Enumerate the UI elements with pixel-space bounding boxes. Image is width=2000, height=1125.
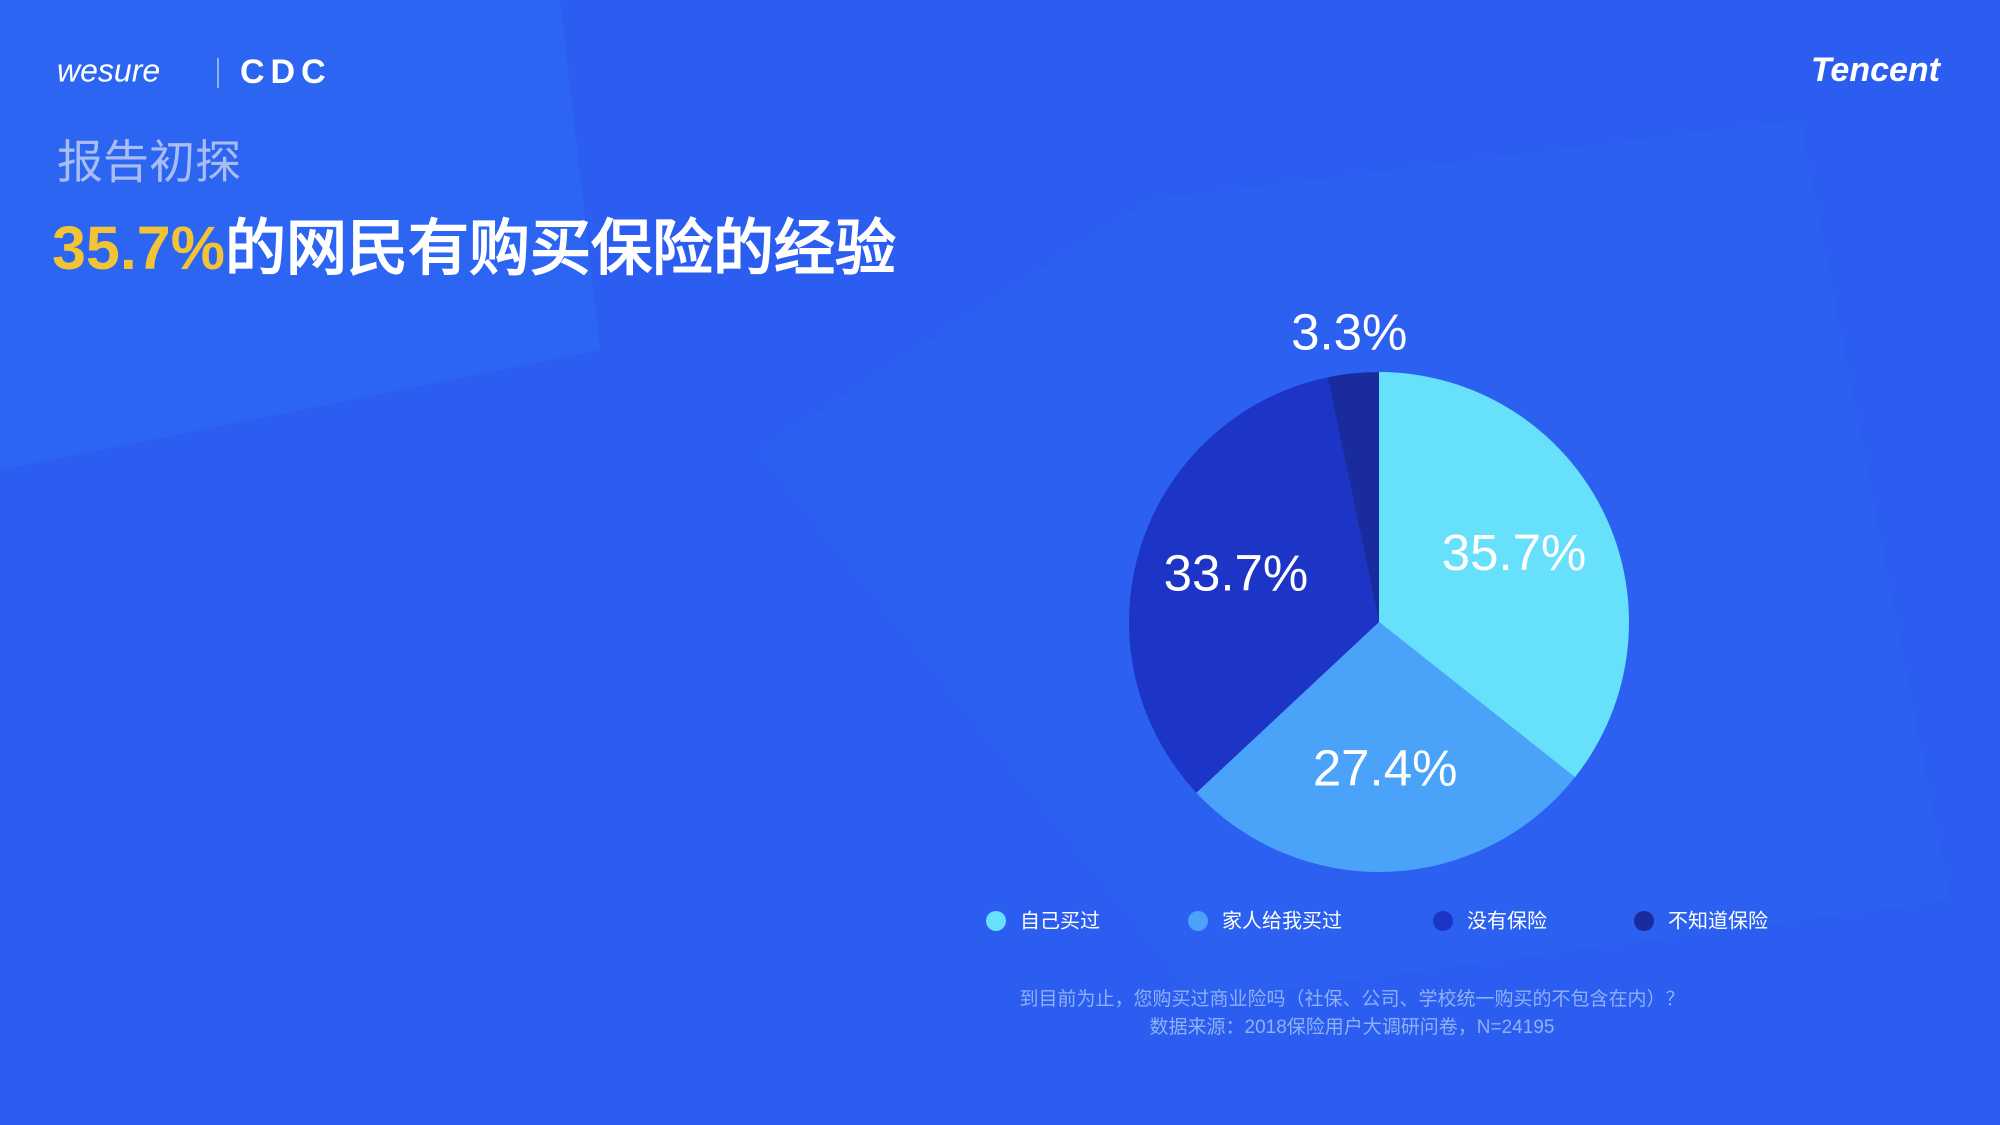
- pie-chart: 35.7% 27.4% 33.7% 3.3% 自己买过 家人给我买过 没有保险 不知道保险: [986, 304, 1768, 932]
- legend-swatch: [986, 911, 1006, 931]
- logo-cdc: CDC: [240, 53, 332, 91]
- title-text: 的网民有购买保险的经验: [225, 214, 896, 282]
- data-label: 27.4%: [1313, 739, 1458, 796]
- footnote: 数据来源：2018保险用户大调研问卷，N=24195: [1150, 1016, 1555, 1038]
- pie-slice: [1327, 372, 1379, 622]
- legend-swatch: [1188, 911, 1208, 931]
- legend-label: 不知道保险: [1668, 909, 1768, 932]
- legend-label: 家人给我买过: [1222, 909, 1342, 932]
- legend-swatch: [1433, 911, 1453, 931]
- title-highlight: 35.7%: [52, 214, 225, 282]
- data-label: 33.7%: [1164, 544, 1309, 601]
- data-label: 3.3%: [1291, 304, 1407, 361]
- pie-slice: [1196, 622, 1575, 872]
- section-label: 报告初探: [57, 136, 241, 188]
- legend-label: 自己买过: [1020, 909, 1100, 932]
- data-label: 35.7%: [1442, 524, 1587, 581]
- logo-wesure: wesure: [57, 52, 160, 88]
- logo-tencent: Tencent: [1811, 51, 1942, 89]
- legend-swatch: [1634, 911, 1654, 931]
- legend-label: 没有保险: [1467, 909, 1547, 932]
- pie-slice: [1379, 372, 1630, 778]
- decor: [0, 0, 600, 470]
- title: 35.7%的网民有购买保险的经验: [52, 214, 896, 282]
- pie-slice: [1129, 377, 1379, 793]
- footnote: 到目前为止，您购买过商业险吗（社保、公司、学校统一购买的不包含在内）？: [1019, 988, 1684, 1010]
